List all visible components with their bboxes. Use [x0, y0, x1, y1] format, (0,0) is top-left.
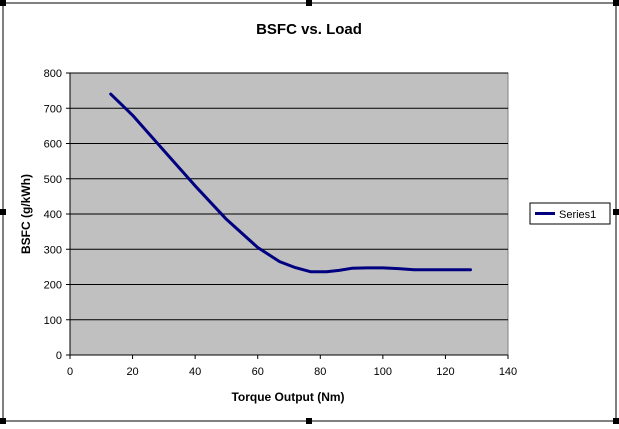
x-tick-label: 80	[314, 366, 326, 378]
x-axis-ticks: 0 20 40 60 80 100 120 140	[67, 355, 517, 378]
x-tick-label: 60	[252, 366, 264, 378]
chart-title: BSFC vs. Load	[256, 21, 362, 38]
selection-handle-top-left[interactable]	[0, 0, 6, 6]
x-tick-label: 20	[126, 366, 138, 378]
x-tick-label: 140	[499, 366, 517, 378]
y-tick-label: 200	[44, 280, 62, 292]
selection-handle-bottom-left[interactable]	[0, 418, 6, 424]
series-layer	[109, 92, 472, 274]
y-tick-label: 300	[44, 244, 62, 256]
y-tick-label: 800	[44, 68, 62, 80]
selection-handle-top-right[interactable]	[613, 0, 619, 6]
y-tick-label: 500	[44, 174, 62, 186]
y-tick-label: 600	[44, 139, 62, 151]
x-axis-label: Torque Output (Nm)	[231, 390, 344, 404]
selection-handle-middle-right[interactable]	[613, 209, 619, 215]
selection-handle-bottom-center[interactable]	[306, 418, 312, 424]
selection-handle-bottom-right[interactable]	[613, 418, 619, 424]
y-tick-label: 0	[56, 350, 62, 362]
legend: Series1	[529, 202, 611, 225]
x-tick-label: 100	[374, 366, 392, 378]
y-axis-label: BSFC (g/kWh)	[19, 174, 33, 254]
selection-handle-middle-left[interactable]	[0, 209, 6, 215]
series-line-1	[109, 92, 472, 274]
selection-handle-top-center[interactable]	[306, 0, 312, 6]
y-axis-ticks: 0 100 200 300 400 500 600 700 800	[44, 68, 70, 362]
y-tick-label: 100	[44, 315, 62, 327]
legend-label-series1: Series1	[559, 209, 596, 221]
x-tick-label: 120	[436, 366, 454, 378]
y-tick-label: 400	[44, 209, 62, 221]
x-tick-label: 0	[67, 366, 73, 378]
x-tick-label: 40	[189, 366, 201, 378]
legend-box	[529, 202, 611, 225]
gridlines	[70, 72, 508, 321]
y-tick-label: 700	[44, 103, 62, 115]
